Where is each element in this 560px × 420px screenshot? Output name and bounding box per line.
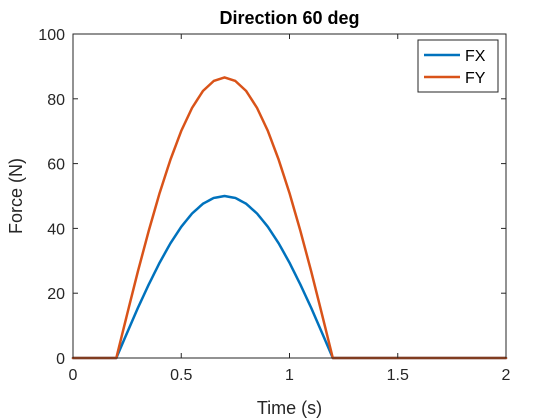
chart-title: Direction 60 deg [219,8,359,28]
y-tick-label: 100 [38,27,65,44]
y-tick-label: 20 [47,286,65,303]
x-tick-label: 2 [502,367,511,384]
y-tick-label: 80 [47,92,65,109]
x-axis-label: Time (s) [257,398,322,418]
legend-box [417,39,499,93]
x-tick-label: 1.5 [387,367,409,384]
y-axis-label: Force (N) [6,158,26,234]
legend-label-fx: FX [465,48,486,65]
x-tick-label: 0 [69,367,78,384]
legend-label-fy: FY [465,70,486,87]
y-tick-label: 60 [47,157,65,174]
legend: FX FY [417,39,499,93]
y-tick-label: 40 [47,221,65,238]
x-tick-label: 0.5 [170,367,192,384]
y-tick-label: 0 [56,351,65,368]
x-tick-label: 1 [285,367,294,384]
